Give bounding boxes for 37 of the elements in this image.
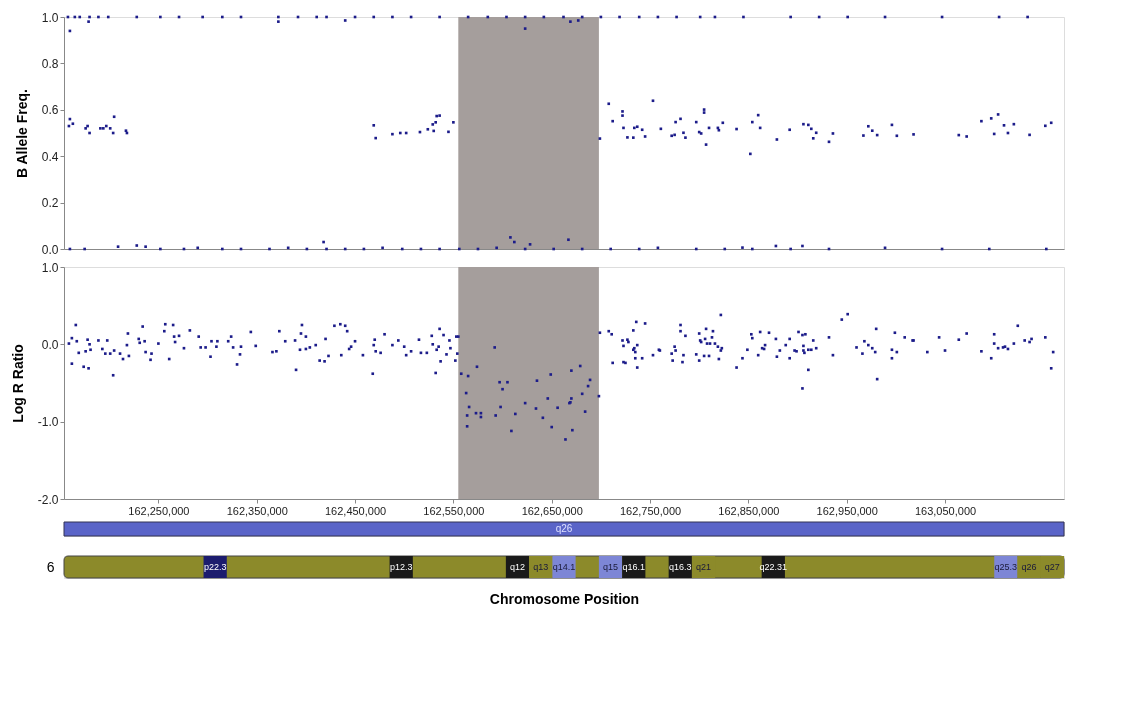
x-tick-label: 162,250,000 bbox=[128, 504, 190, 517]
y-tick-label: 0.8 bbox=[41, 56, 59, 71]
y-axis-title: Log R Ratio bbox=[9, 344, 26, 423]
y-tick-label: 1.0 bbox=[41, 260, 59, 275]
y-axis-title: B Allele Freq. bbox=[13, 89, 30, 178]
x-tick-label: 162,750,000 bbox=[619, 504, 682, 517]
y-tick-label: 0.6 bbox=[41, 103, 59, 118]
category-label: q15 bbox=[603, 562, 619, 572]
x-tick-label: 163,050,000 bbox=[914, 504, 977, 517]
y-tick-label: 1.0 bbox=[41, 10, 59, 25]
category-label: q26 bbox=[1021, 562, 1037, 572]
y-tick-label: 0.0 bbox=[41, 242, 59, 257]
category-label: q27 bbox=[1044, 562, 1060, 572]
category-label: q22.31 bbox=[759, 562, 788, 572]
text: q26 bbox=[555, 523, 573, 534]
y-tick-label: -1.0 bbox=[37, 415, 59, 430]
x-tick-label: 162,650,000 bbox=[521, 504, 583, 517]
y-tick-label: 0.4 bbox=[41, 149, 59, 164]
x-tick-label: 162,950,000 bbox=[816, 504, 878, 517]
x-tick-label: 162,350,000 bbox=[226, 504, 288, 517]
y-tick-label: 0.0 bbox=[41, 337, 59, 352]
category-label: q25.3 bbox=[994, 562, 1018, 572]
category-label: q16.3 bbox=[669, 562, 692, 572]
x-tick-label: 162,850,000 bbox=[718, 504, 780, 517]
y-tick-label: -2.0 bbox=[37, 492, 59, 507]
text: Chromosome Position bbox=[489, 590, 640, 607]
x-tick-label: 162,450,000 bbox=[324, 504, 387, 517]
category-label: q13 bbox=[533, 562, 549, 572]
text: 6 bbox=[46, 558, 55, 575]
category-label: p22.3 bbox=[203, 562, 227, 572]
x-tick-label: 162,550,000 bbox=[423, 504, 485, 517]
category-label: p12.3 bbox=[389, 562, 413, 572]
category-label: q12 bbox=[509, 562, 525, 572]
y-tick-label: 0.2 bbox=[41, 196, 59, 211]
category-label: q21 bbox=[696, 562, 712, 572]
category-label: q16.1 bbox=[622, 562, 646, 572]
category-label: q14.1 bbox=[552, 562, 576, 572]
